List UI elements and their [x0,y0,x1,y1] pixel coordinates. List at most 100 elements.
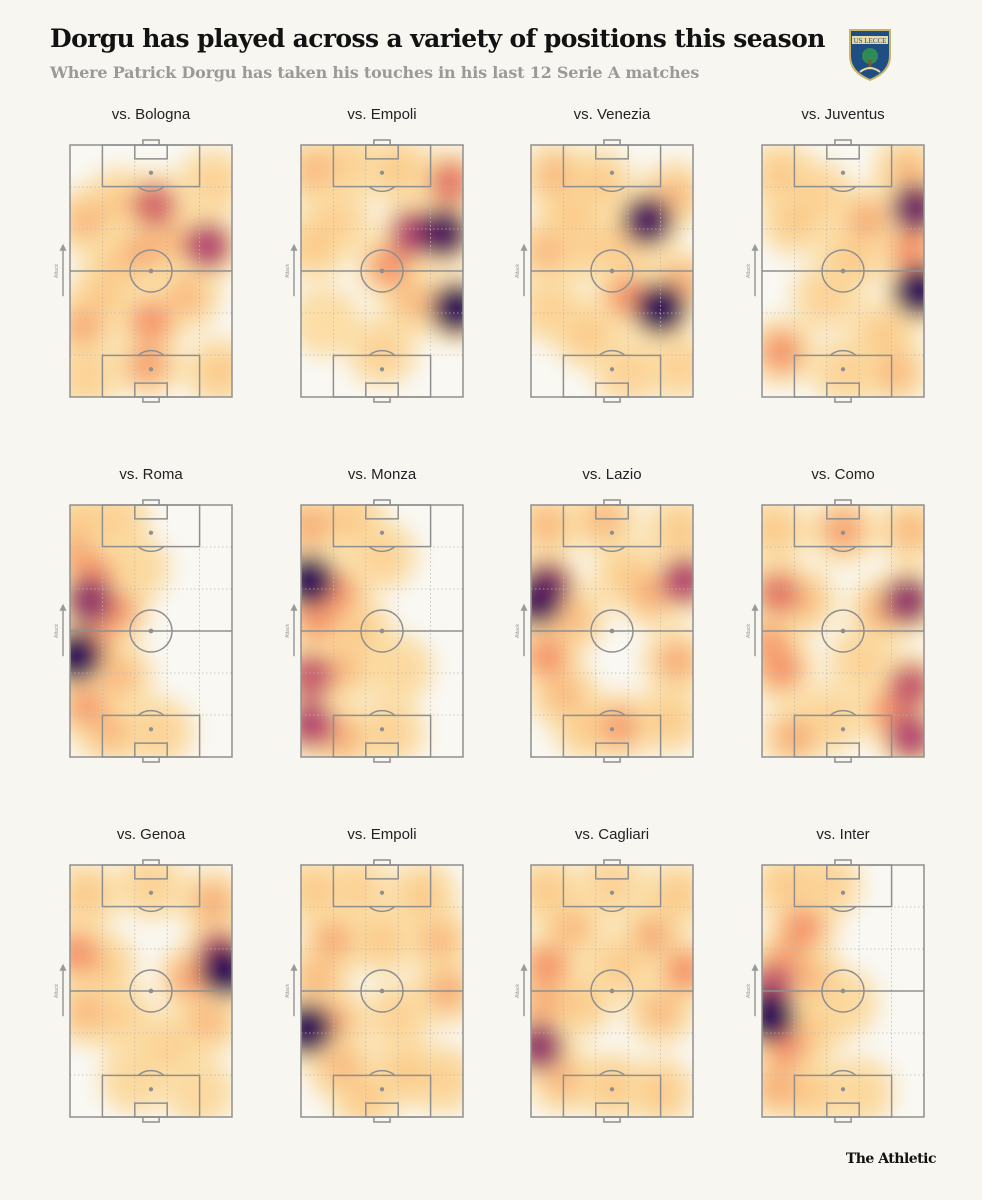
hotspot [531,1022,564,1071]
hotspot [141,714,177,750]
hotspot [363,922,401,959]
attack-direction-arrow: Attack [54,963,67,1017]
hotspot [569,315,606,353]
hotspot [844,643,881,679]
heat-layer [301,145,463,388]
hotspot [531,635,568,677]
attack-label: Attack [746,264,752,278]
hotspot [131,183,177,228]
match-label: vs. Como [811,466,874,483]
hotspot [425,1061,462,1097]
hotspot [762,1067,798,1107]
hotspot [601,947,639,984]
attack-direction-arrow: Attack [515,603,528,657]
hotspot [99,657,138,696]
match-label: vs. Bologna [112,106,191,123]
heat-layer [762,145,924,397]
hotspot [70,506,97,544]
heat-layer [531,505,693,757]
hotspot [531,984,564,1023]
hotspot [657,641,693,681]
attack-label: Attack [746,984,752,998]
hotspot [641,992,680,1030]
hotspot [101,998,137,1034]
attack-direction-arrow: Attack [54,603,67,657]
hotspot [531,945,568,987]
attack-direction-arrow: Attack [285,243,298,297]
hotspot [127,344,168,385]
heat-layer [301,505,435,757]
hotspot [893,265,924,318]
heat-layer [762,865,896,1117]
hotspot [585,505,623,539]
pitch-markings [530,499,694,763]
hotspot [369,245,411,287]
pitch-markings [69,139,233,403]
pitch-markings [530,859,694,1123]
hotspot [117,551,152,585]
match-label: vs. Monza [348,466,417,483]
heat-layer [531,145,693,397]
hotspot [167,277,206,316]
match-label: vs. Inter [816,826,869,843]
hotspot [532,291,569,327]
hotspot [887,713,924,757]
hotspot [193,883,232,923]
hotspot [70,992,105,1030]
hotspot [531,575,563,627]
pitch-12: vs. Inter Attack [746,826,925,1123]
hotspot [133,867,169,903]
hotspot [622,195,674,247]
hotspot [762,648,803,690]
heat-layer [70,146,232,397]
hotspot [552,909,591,947]
chart-title: Dorgu has played across a variety of pos… [50,24,825,53]
hotspot [70,877,105,914]
hotspot [301,151,333,189]
hotspot [570,228,606,264]
hotspot [661,557,693,605]
heat-layer [301,865,463,1117]
hotspot [763,157,800,194]
chart-subtitle: Where Patrick Dorgu has taken his touche… [50,63,700,82]
attack-direction-arrow: Attack [54,243,67,297]
hotspot [364,537,400,574]
hotspot [430,282,463,335]
hotspot [301,227,333,264]
match-label: vs. Juventus [801,106,884,123]
hotspot [889,151,924,189]
pitch-markings [761,859,925,1123]
pitch-7: vs. Lazio Attack [515,466,694,763]
attack-direction-arrow: Attack [285,963,298,1017]
pitch-9: vs. Genoa Attack [54,826,233,1123]
hotspot [70,359,104,395]
attack-label: Attack [285,984,291,998]
pitch-markings [761,139,925,403]
hotspot [372,714,408,750]
brand-logo: The Athletic [845,1151,937,1167]
hotspot [809,278,845,314]
hotspot [395,282,434,321]
hotspot [865,315,902,353]
match-label: vs. Lazio [582,466,641,483]
hotspot [891,183,924,233]
hotspot [580,164,618,201]
hotspot [418,207,463,259]
hotspot [97,505,133,538]
hotspot [322,1047,361,1086]
hotspot [600,706,641,747]
hotspot [100,184,137,222]
hotspot [552,599,591,638]
hotspot [594,867,630,903]
hotspot [883,576,924,625]
hotspot [301,554,336,607]
hotspot [828,354,864,390]
hotspot [301,1002,334,1055]
pitch-10: vs. Empoli Attack [285,826,464,1123]
hotspot [762,990,797,1043]
hotspot [328,147,364,183]
hotspot [381,651,416,686]
hotspot [847,201,887,241]
hotspot [531,872,566,909]
